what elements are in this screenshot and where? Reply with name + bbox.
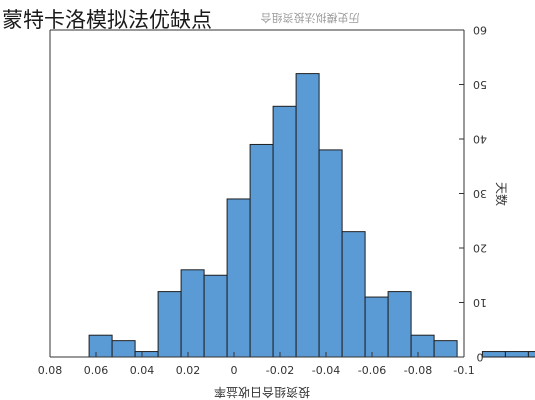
y-tick-label: 30 bbox=[473, 187, 487, 200]
histogram-bar-5 bbox=[180, 269, 205, 358]
y-tick-label: 0 bbox=[477, 351, 484, 364]
x-tick-label: -0.06 bbox=[358, 364, 386, 377]
page-heading: 蒙特卡洛模拟法优缺点 bbox=[2, 8, 212, 32]
y-tick-label: 10 bbox=[473, 296, 487, 309]
y-axis-title: 天数 bbox=[494, 182, 509, 206]
chart-title: 历史模拟法投资组合 bbox=[261, 11, 360, 25]
histogram-bar-13 bbox=[364, 296, 389, 358]
x-tick-label: -0.1 bbox=[453, 364, 474, 377]
x-tick-label: 0 bbox=[231, 364, 238, 377]
y-ticks: 0 10 20 30 40 50 60 bbox=[459, 24, 487, 364]
y-tick-label: 20 bbox=[473, 242, 487, 255]
histogram-bar-17 bbox=[481, 351, 506, 358]
histogram-bar-4 bbox=[157, 291, 182, 358]
histogram-bar-16 bbox=[433, 340, 458, 358]
histogram-bar-15 bbox=[410, 334, 435, 358]
histogram-bar-2 bbox=[111, 340, 136, 358]
y-tick-label: 60 bbox=[473, 24, 487, 37]
x-ticks: 0.08 0.06 0.04 0.02 0 -0.02 -0.04 -0.06 -0.08 -0.… bbox=[38, 352, 475, 377]
histogram-bar-7 bbox=[226, 198, 251, 358]
histogram-bar-8 bbox=[249, 143, 274, 358]
histogram-bar-18 bbox=[504, 351, 529, 358]
bars-group bbox=[88, 73, 535, 358]
y-tick-label: 50 bbox=[473, 78, 487, 91]
histogram-bar-19 bbox=[527, 351, 535, 358]
histogram-bar-9 bbox=[272, 105, 297, 358]
x-axis-title: 投资组合日收益率 bbox=[214, 385, 310, 400]
y-tick-label: 40 bbox=[473, 133, 487, 146]
histogram-bar-6 bbox=[203, 274, 228, 358]
histogram-bar-10 bbox=[295, 73, 320, 358]
histogram-bar-11 bbox=[318, 149, 343, 358]
histogram-bar-3 bbox=[134, 351, 159, 358]
x-tick-label: -0.04 bbox=[312, 364, 340, 377]
x-tick-label: 0.04 bbox=[130, 364, 155, 377]
x-tick-label: 0.06 bbox=[84, 364, 109, 377]
x-tick-label: 0.02 bbox=[176, 364, 201, 377]
x-tick-label: -0.02 bbox=[266, 364, 294, 377]
x-tick-label: -0.08 bbox=[404, 364, 432, 377]
histogram-bar-14 bbox=[387, 291, 412, 358]
histogram-bar-12 bbox=[341, 231, 366, 358]
histogram-bar-1 bbox=[88, 334, 113, 358]
x-tick-label: 0.08 bbox=[38, 364, 63, 377]
